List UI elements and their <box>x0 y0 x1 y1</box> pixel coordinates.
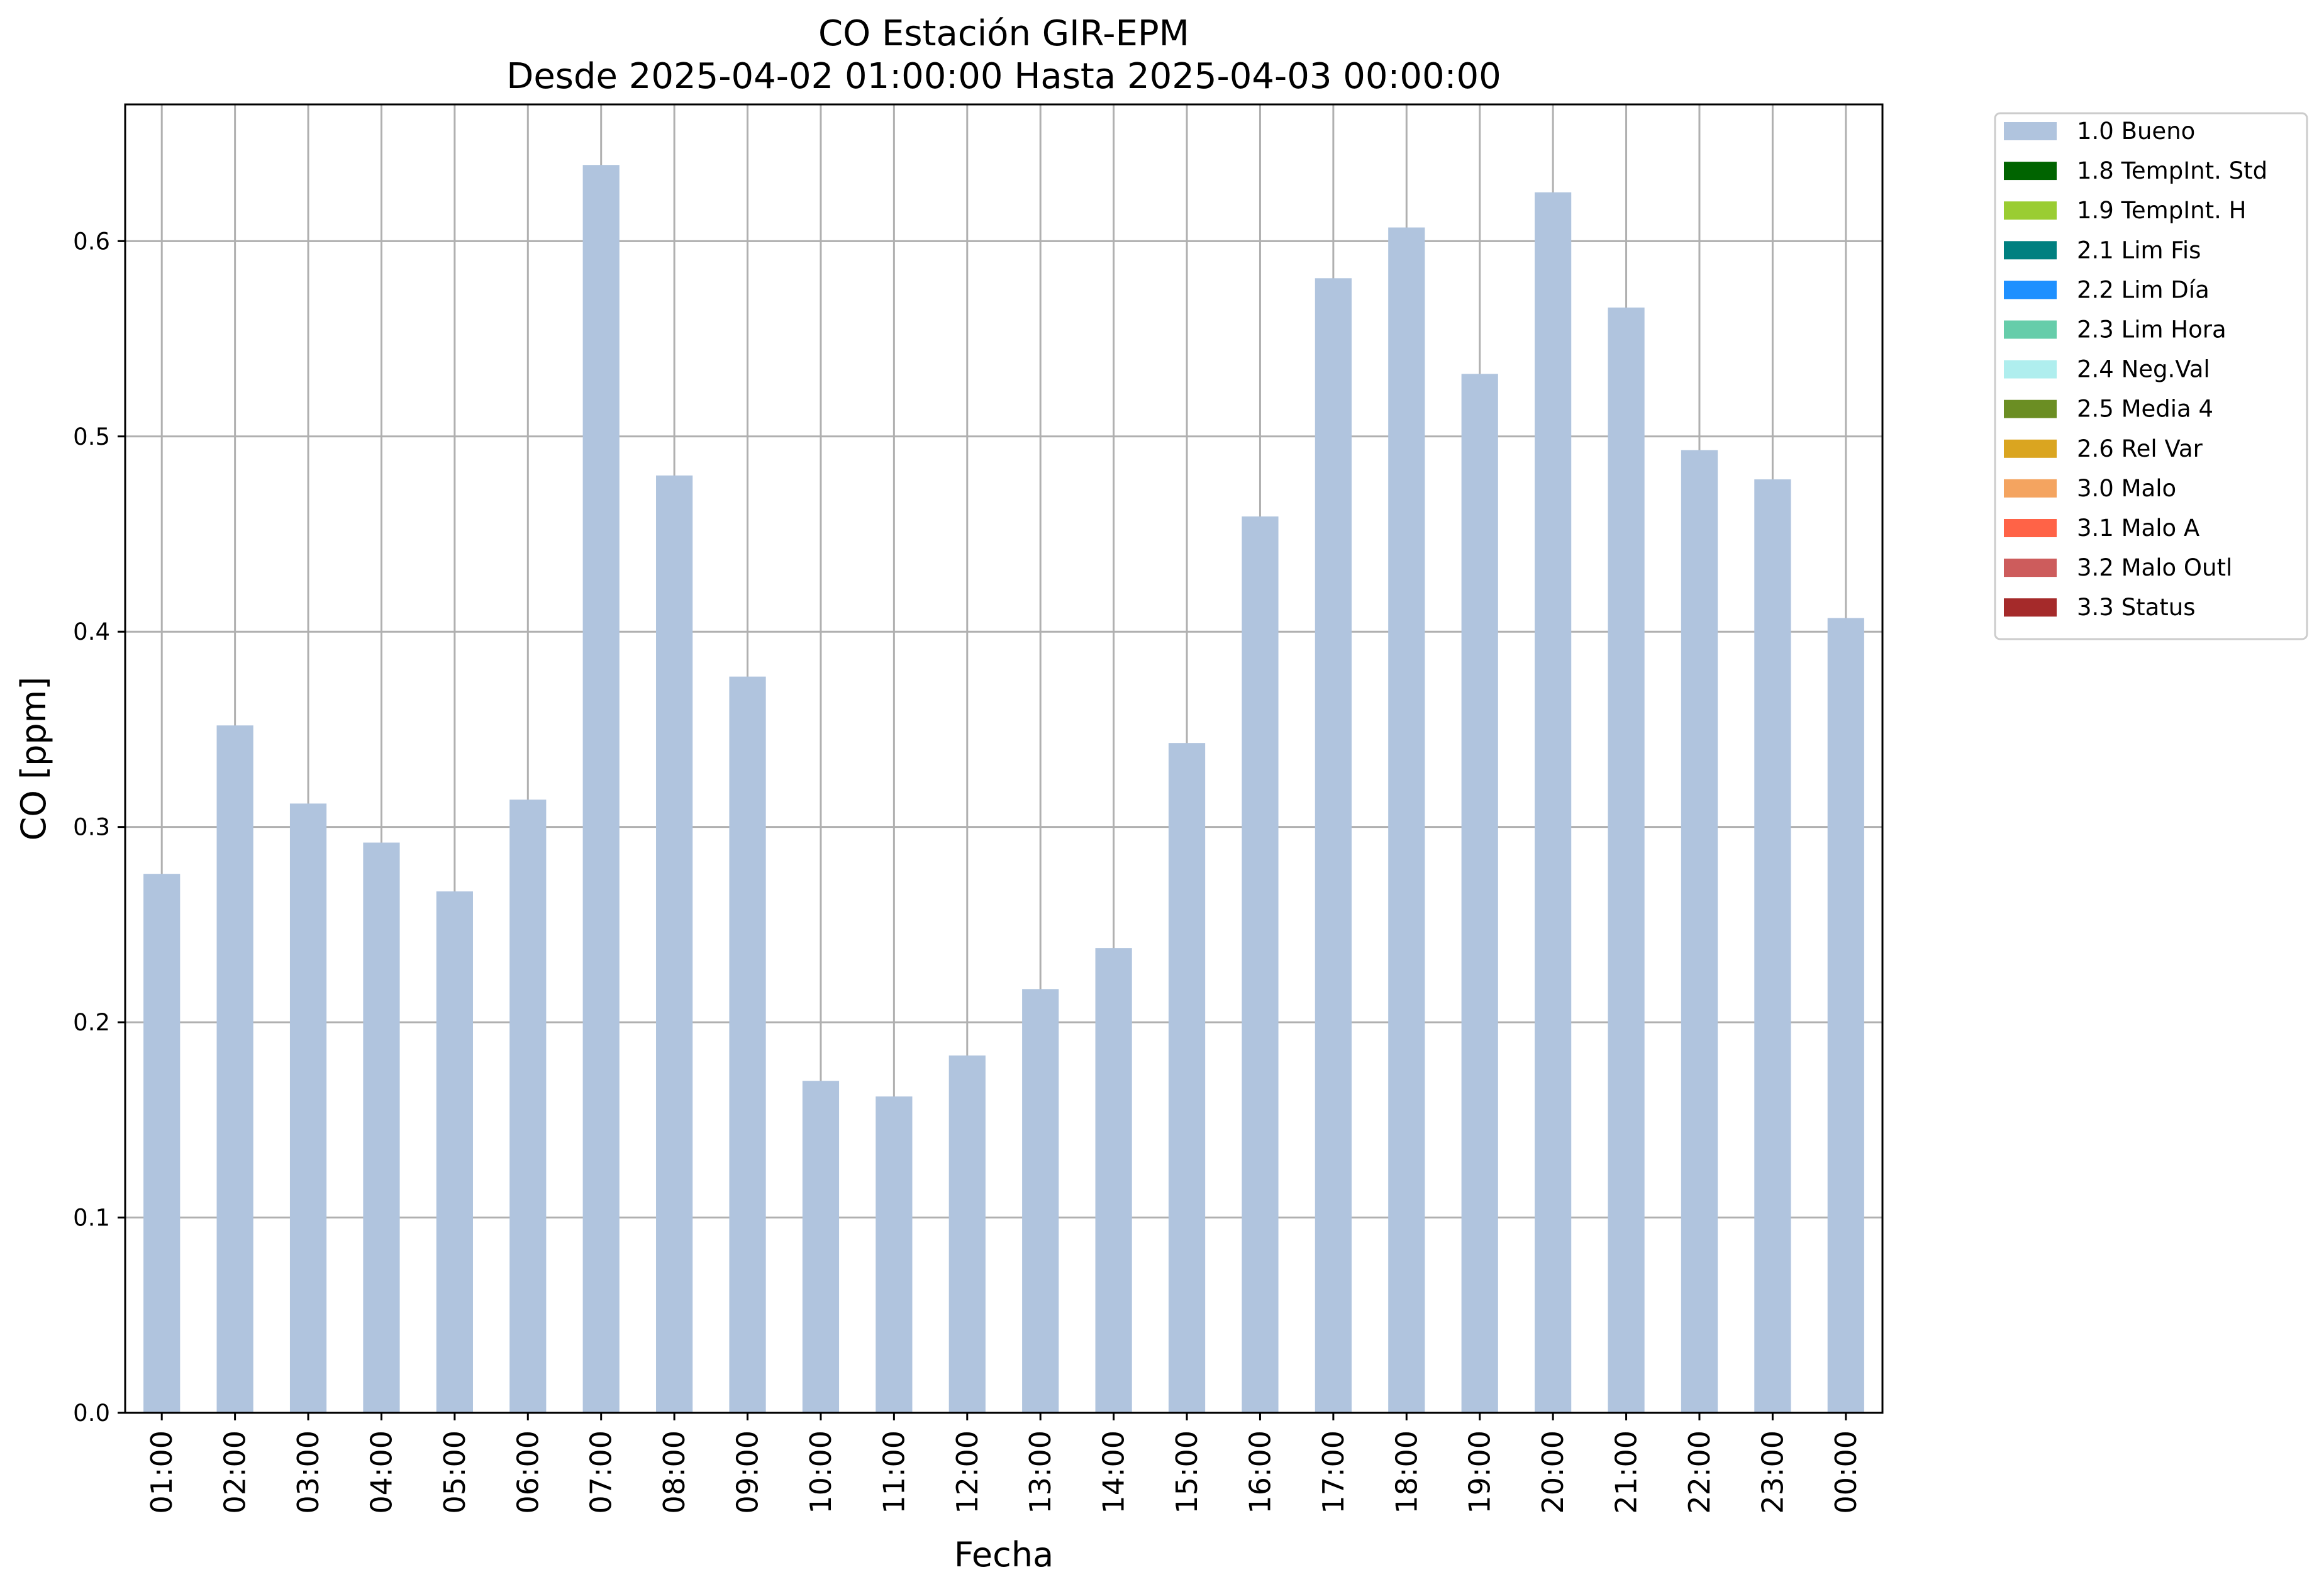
bar-0600 <box>509 800 547 1413</box>
x-tick-label: 11:00 <box>877 1430 911 1514</box>
bar-1600 <box>1242 516 1279 1413</box>
bar-1700 <box>1315 278 1352 1413</box>
bar-0700 <box>582 165 620 1413</box>
x-tick-label: 16:00 <box>1243 1430 1277 1514</box>
x-tick-label: 22:00 <box>1682 1430 1716 1514</box>
y-tick-label: 0.3 <box>73 814 110 841</box>
legend-items: 1.0 Bueno 1.8 TempInt. Std 1.9 TempInt. H 2… <box>2004 118 2267 621</box>
bar-0100 <box>143 874 181 1413</box>
bar-2000 <box>1535 192 1572 1413</box>
legend-label: 2.6 Rel Var <box>2077 435 2203 462</box>
legend-label: 2.2 Lim Día <box>2077 276 2210 303</box>
legend-swatch <box>2004 122 2057 140</box>
x-tick-label: 07:00 <box>584 1430 618 1514</box>
legend-swatch <box>2004 598 2057 617</box>
bar-1100 <box>876 1096 913 1413</box>
x-tick-label: 14:00 <box>1097 1430 1131 1514</box>
bar-0400 <box>363 842 400 1413</box>
x-tick-label: 05:00 <box>438 1430 472 1514</box>
legend-label: 3.1 Malo A <box>2077 515 2199 542</box>
legend-swatch <box>2004 360 2057 379</box>
bar-1800 <box>1388 227 1425 1413</box>
bar-1400 <box>1095 948 1132 1413</box>
bar-1200 <box>948 1055 986 1413</box>
x-tick-label: 00:00 <box>1829 1430 1863 1514</box>
y-tick-label: 0.6 <box>73 228 110 255</box>
x-tick-label: 17:00 <box>1316 1430 1350 1514</box>
bar-1500 <box>1168 743 1206 1413</box>
plot-frame <box>124 103 1884 1414</box>
x-axis-ticks: 01:00 02:00 03:00 04:00 05:00 06:00 07:00 08:00… <box>145 1413 1863 1514</box>
bar-0000 <box>1827 618 1864 1413</box>
legend-label: 3.2 Malo Outl <box>2077 554 2232 581</box>
bar-1300 <box>1022 989 1059 1413</box>
bar-2100 <box>1608 307 1645 1413</box>
bars <box>143 165 1864 1413</box>
x-tick-label: 10:00 <box>804 1430 838 1514</box>
bar-2300 <box>1754 479 1791 1413</box>
legend-swatch <box>2004 241 2057 260</box>
x-tick-label: 12:00 <box>950 1430 984 1514</box>
legend: 1.0 Bueno 1.8 TempInt. Std 1.9 TempInt. H 2… <box>1994 112 2308 640</box>
x-axis-label: Fecha <box>954 1535 1054 1574</box>
y-tick-label: 0.4 <box>73 618 110 645</box>
bar-0900 <box>729 676 766 1413</box>
legend-label: 1.8 TempInt. Std <box>2077 157 2267 184</box>
bar-0800 <box>656 475 693 1413</box>
x-tick-label: 23:00 <box>1755 1430 1789 1514</box>
x-tick-label: 09:00 <box>731 1430 765 1514</box>
x-tick-label: 01:00 <box>145 1430 179 1514</box>
legend-swatch <box>2004 519 2057 537</box>
y-axis-label: CO [ppm] <box>14 677 53 841</box>
legend-swatch <box>2004 439 2057 458</box>
legend-swatch <box>2004 479 2057 498</box>
legend-frame <box>1994 112 2308 640</box>
bar-1000 <box>802 1081 840 1413</box>
legend-swatch <box>2004 162 2057 181</box>
y-tick-label: 0.0 <box>73 1400 110 1427</box>
bar-0200 <box>216 725 253 1413</box>
legend-label: 2.5 Media 4 <box>2077 396 2213 423</box>
bar-1900 <box>1461 374 1498 1413</box>
legend-label: 1.9 TempInt. H <box>2077 197 2246 224</box>
y-axis-ticks: 0.0 0.1 0.2 0.3 0.4 0.5 0.6 <box>73 228 125 1427</box>
x-tick-label: 20:00 <box>1536 1430 1570 1514</box>
chart-subtitle: Desde 2025-04-02 01:00:00 Hasta 2025-04-… <box>506 56 1501 97</box>
legend-label: 1.0 Bueno <box>2077 118 2195 145</box>
legend-label: 3.3 Status <box>2077 594 2196 621</box>
chart-title: CO Estación GIR-EPM <box>818 13 1189 54</box>
legend-swatch <box>2004 281 2057 299</box>
bar-0300 <box>289 803 327 1413</box>
x-tick-label: 15:00 <box>1170 1430 1204 1514</box>
legend-label: 2.1 Lim Fis <box>2077 237 2201 264</box>
x-tick-label: 08:00 <box>657 1430 691 1514</box>
x-tick-label: 19:00 <box>1463 1430 1497 1514</box>
x-tick-label: 13:00 <box>1023 1430 1057 1514</box>
legend-swatch <box>2004 201 2057 220</box>
x-tick-label: 18:00 <box>1389 1430 1423 1514</box>
y-tick-label: 0.2 <box>73 1009 110 1036</box>
legend-label: 2.4 Neg.Val <box>2077 356 2210 383</box>
legend-swatch <box>2004 320 2057 339</box>
legend-swatch <box>2004 399 2057 418</box>
legend-swatch <box>2004 559 2057 577</box>
x-tick-label: 06:00 <box>511 1430 545 1514</box>
legend-label: 3.0 Malo <box>2077 475 2176 502</box>
y-tick-label: 0.5 <box>73 423 110 450</box>
x-tick-label: 21:00 <box>1610 1430 1643 1514</box>
x-tick-label: 03:00 <box>291 1430 325 1514</box>
bar-0500 <box>436 891 473 1413</box>
legend-label: 2.3 Lim Hora <box>2077 316 2227 343</box>
x-tick-label: 04:00 <box>364 1430 398 1514</box>
x-tick-label: 02:00 <box>218 1430 252 1514</box>
bar-2200 <box>1681 450 1718 1413</box>
y-tick-label: 0.1 <box>73 1205 110 1232</box>
